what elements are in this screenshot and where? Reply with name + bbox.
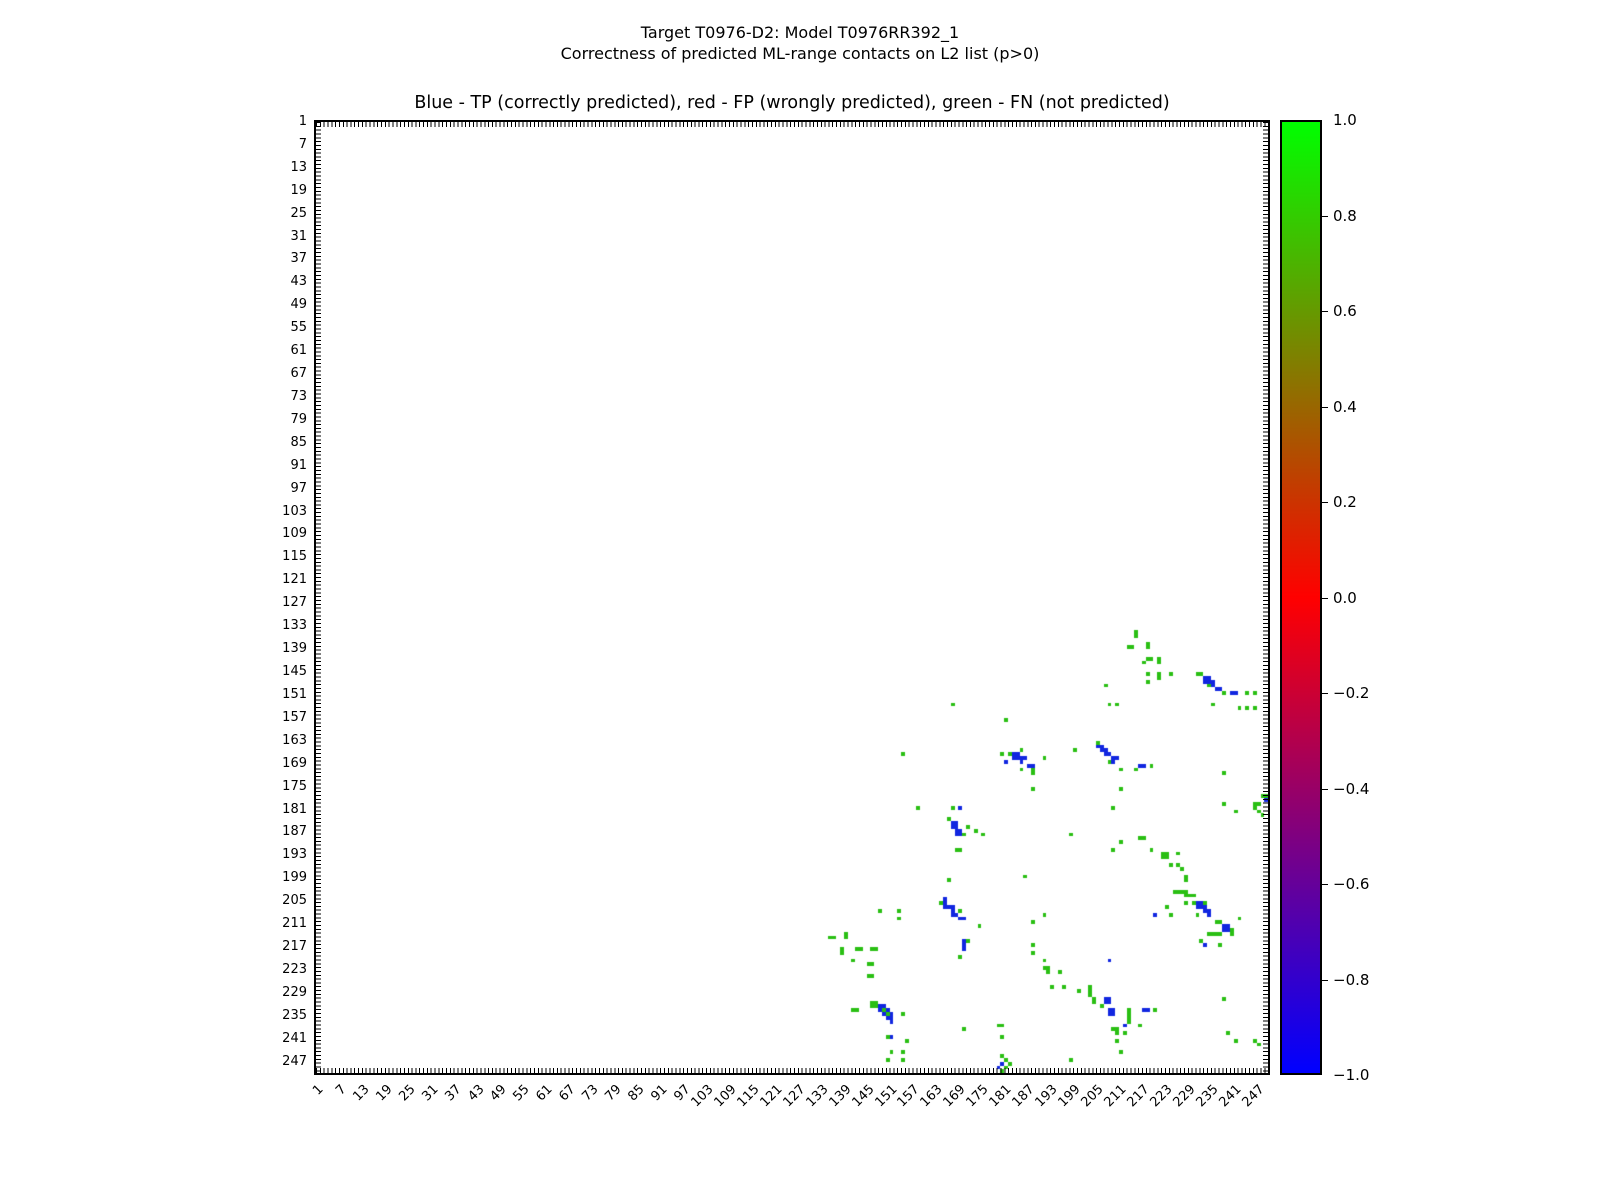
y-tick-label: 193 (282, 847, 307, 863)
contact-map-points (316, 122, 1268, 1073)
y-tick-label: 55 (290, 320, 307, 336)
y-tick-label: 1 (298, 113, 307, 129)
colorbar-tick-label: 0.8 (1333, 206, 1357, 225)
y-tick-label: 133 (282, 618, 307, 634)
colorbar-tick (1322, 311, 1328, 312)
y-tick-label: 163 (282, 732, 307, 748)
y-tick-label: 217 (282, 939, 307, 955)
y-tick-label: 67 (290, 366, 307, 382)
y-tick-label: 73 (290, 388, 307, 404)
y-tick-label: 199 (282, 870, 307, 886)
y-tick-label: 25 (290, 205, 307, 221)
y-tick-label: 157 (282, 709, 307, 725)
y-tick-label: 223 (282, 961, 307, 977)
colorbar-tick-label: −0.2 (1333, 684, 1370, 702)
colorbar-tick-label: −0.4 (1333, 779, 1370, 798)
y-tick-label: 229 (282, 984, 307, 1000)
y-tick-label: 79 (290, 411, 307, 427)
y-tick-label: 235 (282, 1007, 307, 1023)
y-tick-label: 103 (282, 503, 307, 519)
y-tick-label: 205 (282, 893, 307, 909)
y-tick-label: 187 (282, 824, 307, 840)
y-tick-label: 7 (298, 136, 307, 152)
colorbar-tick-label: −0.8 (1333, 970, 1370, 989)
chart-title: Blue - TP (correctly predicted), red - F… (414, 93, 1170, 113)
y-tick-label: 97 (290, 480, 307, 496)
y-tick-label: 247 (282, 1053, 307, 1069)
colorbar-tick (1322, 693, 1328, 694)
colorbar-tick (1322, 215, 1328, 217)
y-tick-label: 241 (282, 1030, 307, 1046)
y-tick-label: 175 (282, 778, 307, 794)
colorbar-tick-label: 0.4 (1333, 397, 1357, 416)
y-tick-label: 151 (282, 686, 307, 702)
y-tick-label: 19 (290, 182, 307, 198)
y-tick-label: 91 (290, 457, 307, 473)
y-tick-label: 31 (290, 228, 307, 244)
y-tick-label: 211 (282, 916, 307, 932)
plot-area (314, 120, 1270, 1075)
y-tick-label: 61 (290, 343, 307, 359)
colorbar-tick (1322, 979, 1328, 981)
y-tick-label: 181 (282, 801, 307, 817)
y-tick-label: 145 (282, 663, 307, 679)
colorbar-tick (1322, 884, 1328, 885)
colorbar-tick-label: 0.6 (1333, 302, 1357, 320)
y-tick-label: 37 (290, 251, 307, 267)
figure-suptitle-line2: Correctness of predicted ML-range contac… (560, 44, 1040, 63)
colorbar-tick-label: 0.0 (1333, 588, 1357, 607)
colorbar-tick-label: −0.6 (1333, 875, 1370, 893)
colorbar-tick (1322, 502, 1328, 503)
axis-minor-ticks-left (316, 122, 321, 1073)
colorbar-tick (1322, 788, 1328, 790)
axis-minor-ticks-bottom (316, 1068, 1268, 1073)
y-tick-label: 127 (282, 595, 307, 611)
y-tick-label: 121 (282, 572, 307, 588)
y-tick-label: 85 (290, 434, 307, 450)
y-tick-label: 49 (290, 297, 307, 313)
y-tick-label: 169 (282, 755, 307, 771)
y-tick-label: 13 (290, 159, 307, 175)
colorbar-tick (1322, 406, 1328, 408)
y-tick-label: 115 (282, 549, 307, 565)
colorbar-tick-label: 0.2 (1333, 493, 1357, 511)
colorbar (1280, 120, 1322, 1075)
colorbar-tick (1322, 597, 1328, 599)
colorbar-tick-label: −1.0 (1333, 1066, 1370, 1084)
y-tick-label: 109 (282, 526, 307, 542)
axis-minor-ticks-right (1263, 122, 1268, 1073)
axis-minor-ticks-top (316, 122, 1268, 127)
colorbar-tick-label: 1.0 (1333, 111, 1357, 129)
y-tick-label: 43 (290, 274, 307, 290)
figure-suptitle-line1: Target T0976-D2: Model T0976RR392_1 (640, 23, 960, 42)
y-tick-label: 139 (282, 641, 307, 657)
